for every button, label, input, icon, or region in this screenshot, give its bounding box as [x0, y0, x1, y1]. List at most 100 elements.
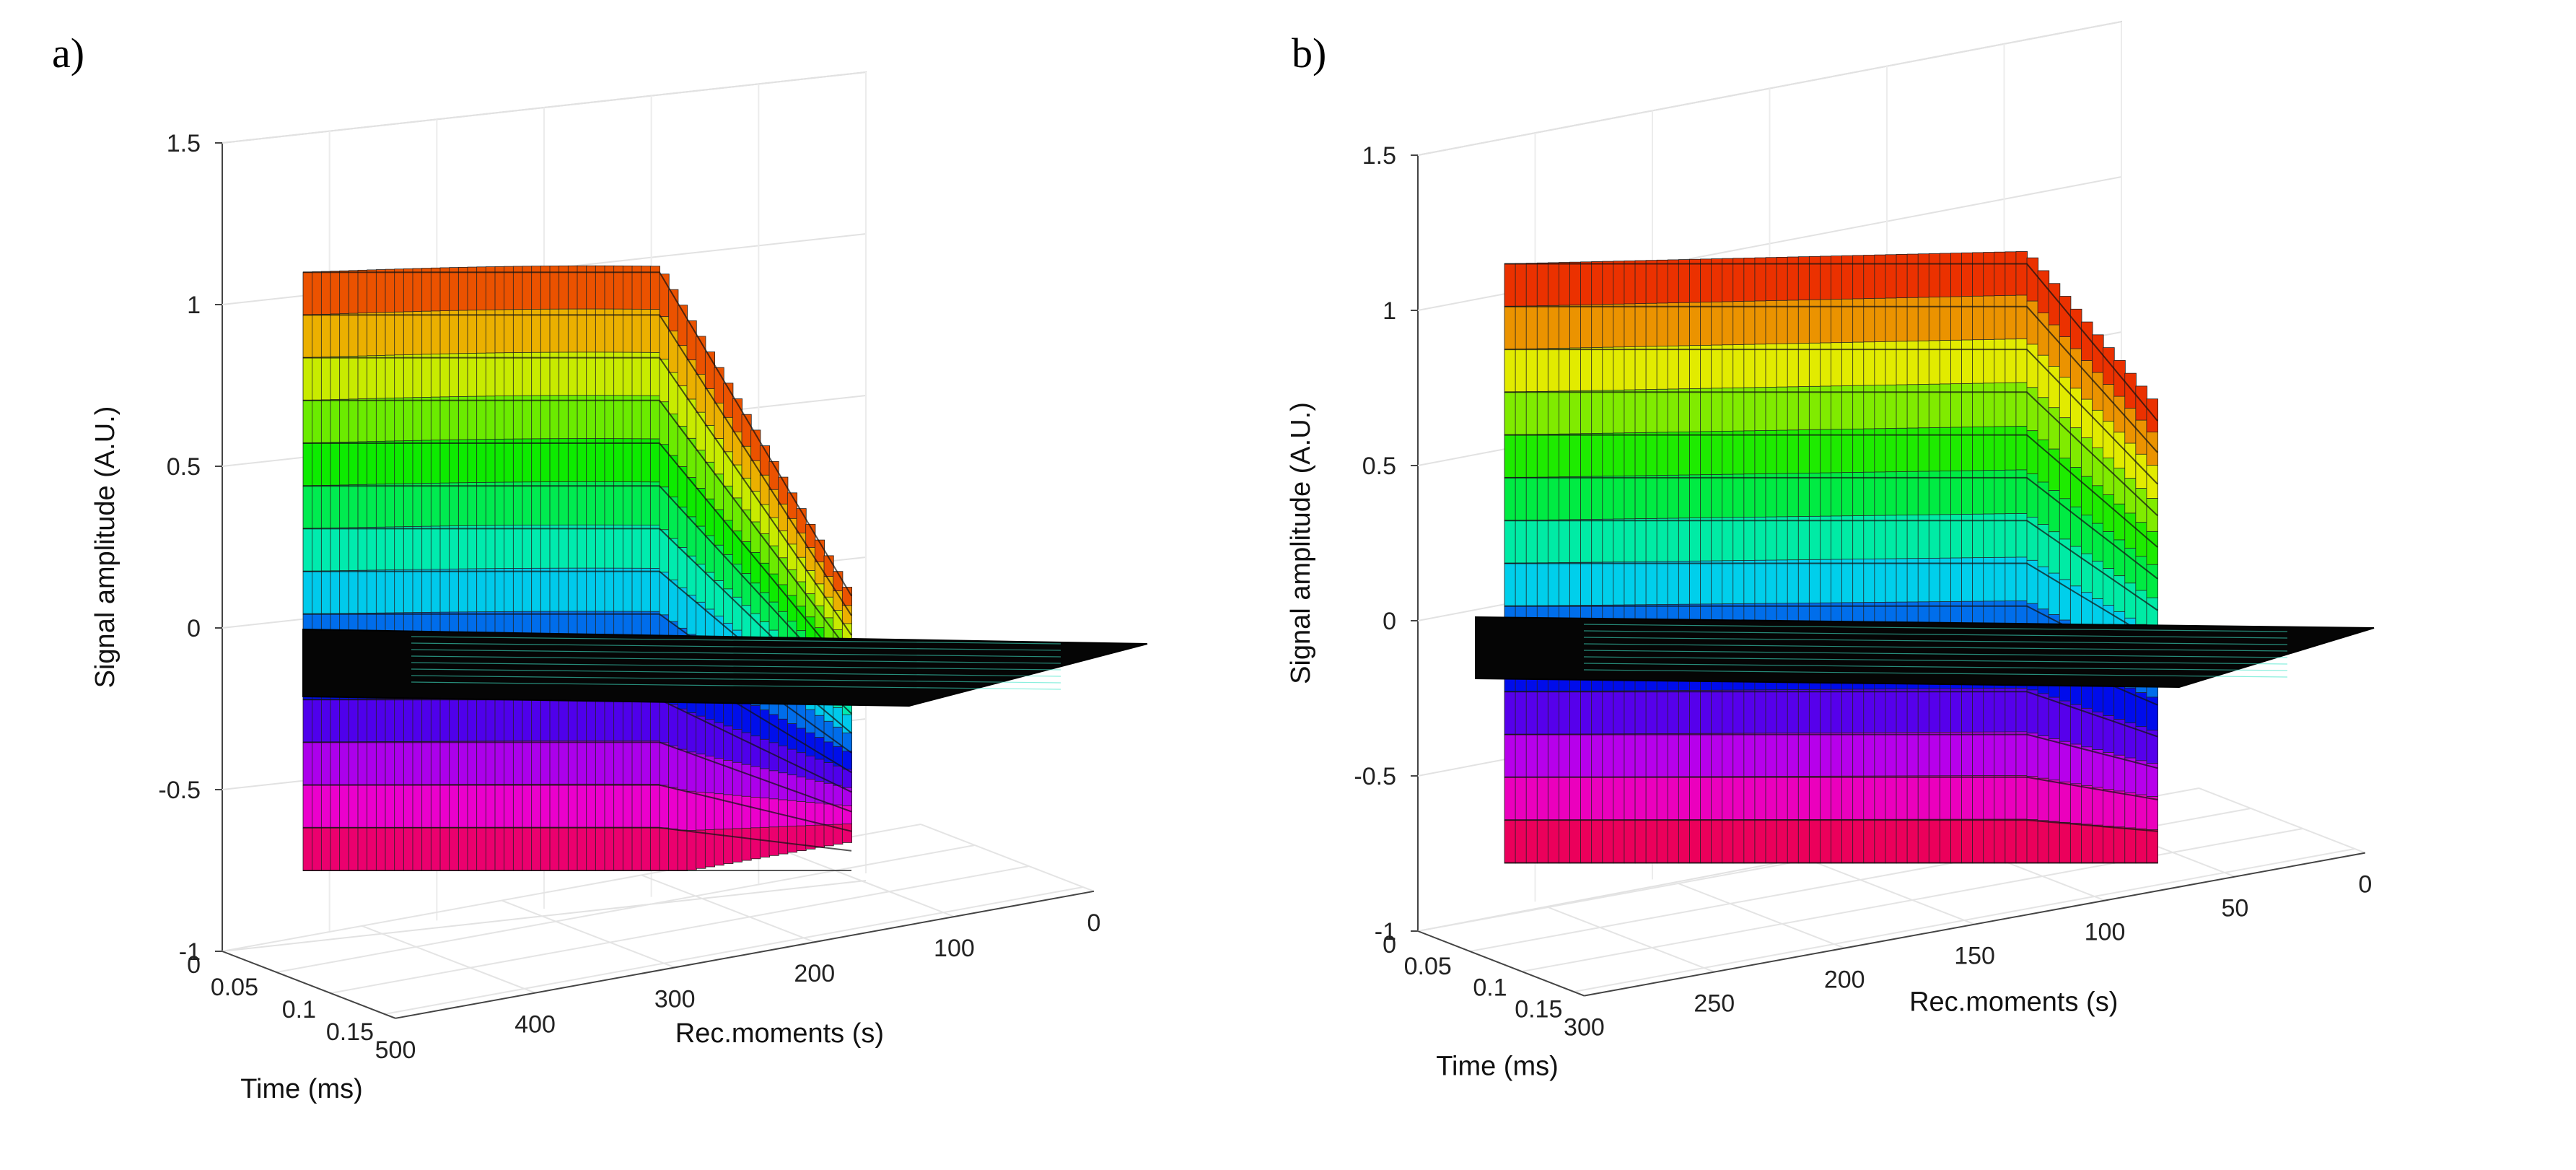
- surface-cell: [531, 481, 542, 526]
- surface-cell: [1972, 339, 1984, 385]
- surface-cell: [768, 714, 779, 743]
- surface-cell: [403, 526, 413, 571]
- rec-axis-line: [1584, 852, 2365, 997]
- surface-cell: [476, 826, 487, 871]
- surface-cell: [522, 352, 533, 397]
- chart-panel-b: 1.510.50-0.5-100.050.10.1530025020015010…: [1286, 20, 2375, 1082]
- surface-cell: [1939, 818, 1952, 864]
- surface-cell: [1591, 390, 1603, 435]
- surface-cell: [1689, 776, 1701, 821]
- surface-cell: [613, 697, 624, 742]
- surface-cell: [504, 396, 514, 440]
- surface-cell: [1961, 383, 1973, 428]
- surface-cell: [2015, 251, 2028, 296]
- surface-cell: [759, 533, 771, 564]
- surface-cell: [385, 784, 395, 829]
- surface-cell: [504, 438, 514, 484]
- surface-cell: [1667, 345, 1680, 390]
- surface-cell: [403, 354, 413, 398]
- surface-cell: [449, 396, 460, 441]
- surface-cell: [1559, 262, 1571, 306]
- surface-cell: [1689, 258, 1701, 303]
- surface-cell: [1689, 345, 1701, 390]
- surface-cell: [549, 395, 560, 440]
- surface-cell: [375, 312, 386, 357]
- surface-cell: [1678, 819, 1691, 864]
- surface-cell: [531, 438, 542, 483]
- surface-cell: [1547, 819, 1560, 864]
- surface-cell: [494, 481, 505, 526]
- surface-cell: [1624, 819, 1637, 864]
- surface-cell: [1711, 344, 1723, 389]
- surface-cell: [1841, 775, 1854, 821]
- surface-cell: [2026, 257, 2039, 302]
- surface-cell: [1504, 349, 1517, 393]
- zero-plane-mesh: [411, 675, 1061, 684]
- surface-cell: [522, 741, 533, 785]
- surface-cell: [558, 524, 569, 569]
- surface-cell: [394, 526, 405, 571]
- surface-cell: [696, 525, 706, 565]
- surface-cell: [457, 353, 468, 398]
- surface-cell: [1559, 562, 1571, 606]
- surface-cell: [357, 355, 368, 400]
- surface-cell: [1874, 558, 1886, 603]
- surface-cell: [1602, 261, 1614, 305]
- surface-cell: [631, 308, 642, 354]
- surface-cell: [439, 353, 450, 398]
- surface-cell: [2113, 754, 2126, 792]
- surface-cell: [2081, 785, 2093, 825]
- surface-cell: [1678, 345, 1691, 390]
- surface-cell: [567, 438, 578, 483]
- surface-cell: [412, 311, 423, 356]
- surface-cell: [659, 742, 670, 786]
- surface-cell: [1613, 562, 1625, 606]
- surface-cell: [1754, 776, 1767, 821]
- surface-cell: [439, 525, 450, 570]
- surface-cell: [476, 568, 487, 613]
- surface-cell: [549, 352, 560, 396]
- surface-cell: [686, 830, 697, 870]
- surface-cell: [549, 438, 560, 483]
- surface-cell: [367, 312, 377, 357]
- surface-cell: [1525, 777, 1538, 821]
- surface-cell: [2103, 421, 2115, 459]
- surface-cell: [1852, 689, 1865, 734]
- surface-cell: [476, 352, 487, 397]
- surface-cell: [403, 827, 413, 871]
- surface-cell: [805, 732, 816, 757]
- surface-cell: [439, 310, 450, 355]
- surface-cell: [2026, 776, 2039, 821]
- surface-cell: [1667, 518, 1680, 562]
- surface-cell: [348, 741, 359, 786]
- surface-cell: [778, 557, 789, 586]
- surface-cell: [1580, 433, 1593, 478]
- surface-cell: [1820, 559, 1832, 604]
- surface-cell: [1591, 261, 1603, 305]
- surface-cell: [1559, 305, 1571, 349]
- surface-cell: [1656, 346, 1669, 390]
- surface-cell: [375, 741, 386, 786]
- surface-cell: [1808, 429, 1821, 474]
- surface-cell: [2026, 473, 2039, 518]
- surface-cell: [1624, 303, 1637, 348]
- surface-cell: [430, 482, 441, 528]
- surface-cell: [1678, 561, 1691, 606]
- surface-cell: [449, 482, 460, 527]
- z-tick-label: 0.5: [1362, 453, 1396, 480]
- surface-cell: [375, 440, 386, 485]
- surface-cell: [357, 269, 368, 314]
- surface-cell: [622, 524, 633, 569]
- surface-cell: [2005, 339, 2017, 384]
- surface-cell: [320, 485, 332, 529]
- surface-cell: [1885, 818, 1898, 864]
- surface-cell: [723, 794, 734, 830]
- surface-cell: [2135, 760, 2147, 796]
- surface-cell: [2146, 398, 2159, 433]
- surface-cell: [1961, 818, 1973, 864]
- surface-cell: [2124, 827, 2137, 864]
- surface-cell: [1994, 251, 2006, 297]
- surface-cell: [2037, 481, 2050, 525]
- surface-cell: [1656, 475, 1669, 520]
- surface-cell: [2005, 818, 2017, 864]
